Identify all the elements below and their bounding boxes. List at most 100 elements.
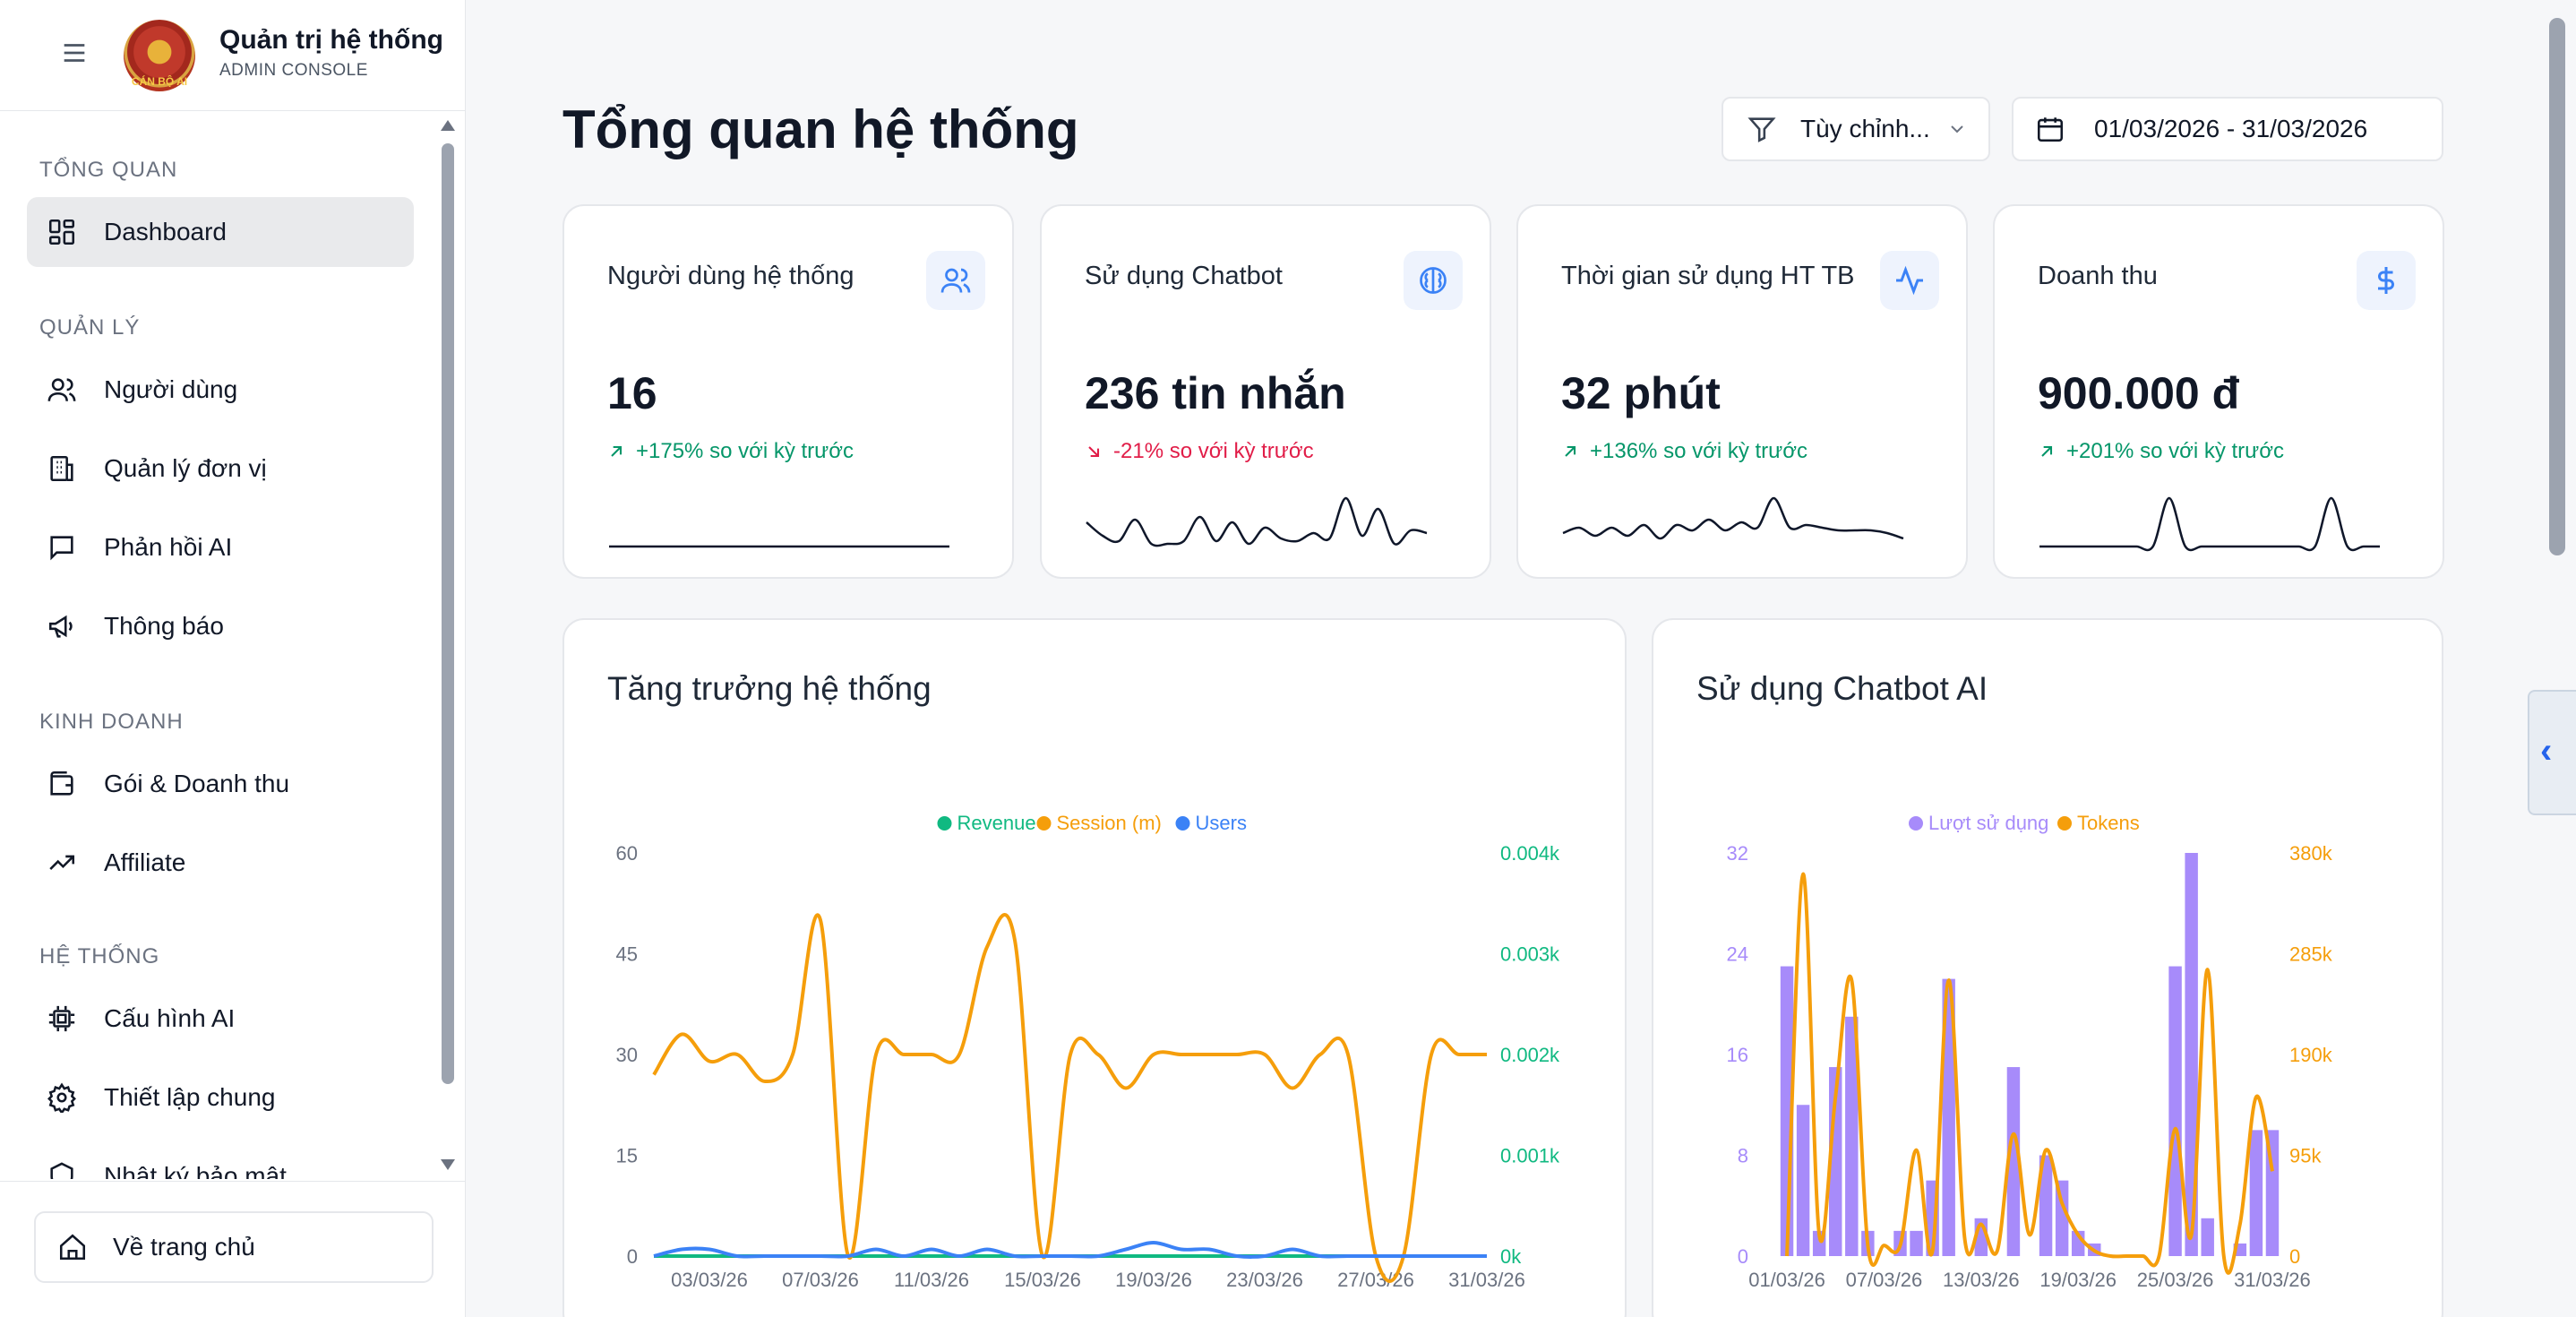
sidebar-item-settings[interactable]: Thiết lập chung <box>27 1063 414 1132</box>
gear-icon <box>47 1082 76 1113</box>
stat-icon-box <box>926 251 985 310</box>
sidebar-item-units[interactable]: Quản lý đơn vị <box>27 434 414 504</box>
y-tick-left: 8 <box>1738 1145 1748 1167</box>
y-tick-right: 0.002k <box>1500 1044 1560 1066</box>
message-icon <box>50 536 73 561</box>
menu-icon[interactable] <box>59 38 90 68</box>
y-tick-right: 95k <box>2289 1145 2322 1167</box>
stat-delta: +201% so với kỳ trước <box>2038 439 2284 464</box>
sidebar-item-ai-config[interactable]: Cấu hình AI <box>27 984 414 1054</box>
home-icon <box>59 1234 86 1261</box>
usage-bar[interactable] <box>2201 1218 2214 1256</box>
legend-label[interactable]: Tokens <box>2077 812 2140 834</box>
sidebar-item-security-log[interactable]: Nhật ký bảo mật <box>27 1141 414 1179</box>
chart-legend: Lượt sử dụng Tokens <box>1909 812 2140 834</box>
legend-marker <box>937 816 952 831</box>
usage-bar[interactable] <box>2039 1155 2053 1257</box>
sidebar-item-users[interactable]: Người dùng <box>27 355 414 425</box>
scroll-up-arrow-icon[interactable] <box>441 120 455 131</box>
filter-dropdown[interactable]: Tùy chỉnh... <box>1722 97 1990 161</box>
legend-marker <box>2057 816 2072 831</box>
stat-card-revenue: Doanh thu 900.000 đ +201% so với kỳ trướ… <box>1993 204 2444 579</box>
date-range-picker[interactable]: 01/03/2026 - 31/03/2026 <box>2012 97 2443 161</box>
stat-delta: +136% so với kỳ trước <box>1561 439 1807 464</box>
y-tick-left: 15 <box>616 1145 638 1167</box>
stat-card-avg-time: Thời gian sử dụng HT TB 32 phút +136% so… <box>1516 204 1968 579</box>
stat-title: Sử dụng Chatbot <box>1085 262 1283 290</box>
usage-bar[interactable] <box>2168 966 2182 1256</box>
sidebar-item-label: Thiết lập chung <box>104 1083 276 1111</box>
trending-up-icon <box>49 855 75 870</box>
y-tick-left: 16 <box>1727 1044 1748 1066</box>
legend-label[interactable]: Users <box>1196 812 1247 834</box>
y-tick-right: 285k <box>2289 943 2333 966</box>
legend-label[interactable]: Session (m) <box>1057 812 1162 834</box>
sidebar-item-ai-feedback[interactable]: Phản hồi AI <box>27 512 414 582</box>
usage-bar[interactable] <box>2185 853 2198 1256</box>
usage-bar[interactable] <box>1845 1016 1859 1256</box>
app-subtitle: ADMIN CONSOLE <box>219 61 368 80</box>
sidebar-item-label: Cấu hình AI <box>104 1004 236 1032</box>
legend-label[interactable]: Revenue <box>957 812 1036 834</box>
legend-marker <box>1175 816 1190 831</box>
stat-value: 16 <box>607 368 657 418</box>
growth-chart-card: Tăng trưởng hệ thống Revenue Session (m) U… <box>562 618 1627 1317</box>
stat-title: Doanh thu <box>2038 262 2158 290</box>
y-tick-right: 0.004k <box>1500 842 1560 865</box>
activity-icon <box>1896 265 1923 296</box>
sidebar-item-packages[interactable]: Gói & Doanh thu <box>27 749 414 819</box>
y-tick-left: 24 <box>1727 943 1748 966</box>
chatbot-usage-chart: Lượt sử dụng Tokens 32 24 16 8 0 380k 285k 190k 95… <box>1727 812 2333 1291</box>
sidebar-item-label: Nhật ký bảo mật <box>104 1162 287 1179</box>
x-tick: 19/03/26 <box>2039 1269 2117 1291</box>
filter-label: Tùy chỉnh... <box>1800 115 1930 142</box>
stat-value: 236 tin nhắn <box>1085 368 1346 418</box>
x-tick: 31/03/26 <box>2234 1269 2311 1291</box>
stat-delta-text: +201% so với kỳ trước <box>2066 439 2284 463</box>
usage-bar[interactable] <box>1942 978 1955 1256</box>
section-management: QUẢN LÝ <box>39 315 141 340</box>
stat-icon-box <box>2357 251 2416 310</box>
brand-header: CÁN BỘ AI Quản trị hệ thống ADMIN CONSOL… <box>0 0 466 111</box>
stat-value: 900.000 đ <box>2038 368 2240 418</box>
sidebar-item-affiliate[interactable]: Affiliate <box>27 828 414 898</box>
page-scrollbar[interactable] <box>2549 18 2565 555</box>
section-system: HỆ THỐNG <box>39 944 160 968</box>
chart-legend: Revenue Session (m) Users <box>937 812 1247 834</box>
sidebar-scroll-thumb[interactable] <box>442 143 454 1084</box>
legend-label[interactable]: Lượt sử dụng <box>1928 812 2048 834</box>
usage-bar[interactable] <box>1910 1230 1923 1256</box>
home-button[interactable]: Về trang chủ <box>34 1211 434 1283</box>
sidebar-item-dashboard[interactable]: Dashboard <box>27 197 414 267</box>
usage-bar[interactable] <box>1796 1105 1810 1256</box>
usage-bar[interactable] <box>2249 1130 2263 1256</box>
legend-marker <box>1909 816 1923 831</box>
sparkline <box>1086 496 1428 547</box>
calendar-icon <box>2037 117 2064 142</box>
stat-delta-text: -21% so với kỳ trước <box>1113 439 1314 463</box>
stat-title: Thời gian sử dụng HT TB <box>1561 262 1855 290</box>
scroll-down-arrow-icon[interactable] <box>441 1159 455 1170</box>
filter-icon <box>1747 117 1776 142</box>
sidebar-item-label: Affiliate <box>104 848 186 876</box>
sparkline <box>608 545 949 548</box>
app-title: Quản trị hệ thống <box>219 25 443 55</box>
stat-card-users: Người dùng hệ thống 16 +175% so với kỳ t… <box>562 204 1014 579</box>
sidebar-item-notifications[interactable]: Thông báo <box>27 591 414 661</box>
sidebar-item-label: Quản lý đơn vị <box>104 454 267 482</box>
usage-bar[interactable] <box>2055 1180 2069 1256</box>
chevron-left-icon: ‹ <box>2540 731 2553 770</box>
usage-bar[interactable] <box>2006 1067 2021 1256</box>
users-icon <box>940 268 971 293</box>
chart-title: Tăng trưởng hệ thống <box>607 670 932 707</box>
sparkline-line <box>1086 496 1428 547</box>
y-tick-right: 0k <box>1500 1245 1522 1268</box>
x-tick: 01/03/26 <box>1748 1269 1825 1291</box>
collapse-panel-tab[interactable]: ‹ <box>2528 690 2576 815</box>
sidebar-item-label: Dashboard <box>104 218 227 245</box>
shield-icon <box>50 1162 73 1179</box>
building-icon <box>50 455 73 482</box>
y-tick-right: 190k <box>2289 1044 2333 1066</box>
x-tick: 07/03/26 <box>1846 1269 1923 1291</box>
sidebar-item-label: Thông báo <box>104 612 224 640</box>
